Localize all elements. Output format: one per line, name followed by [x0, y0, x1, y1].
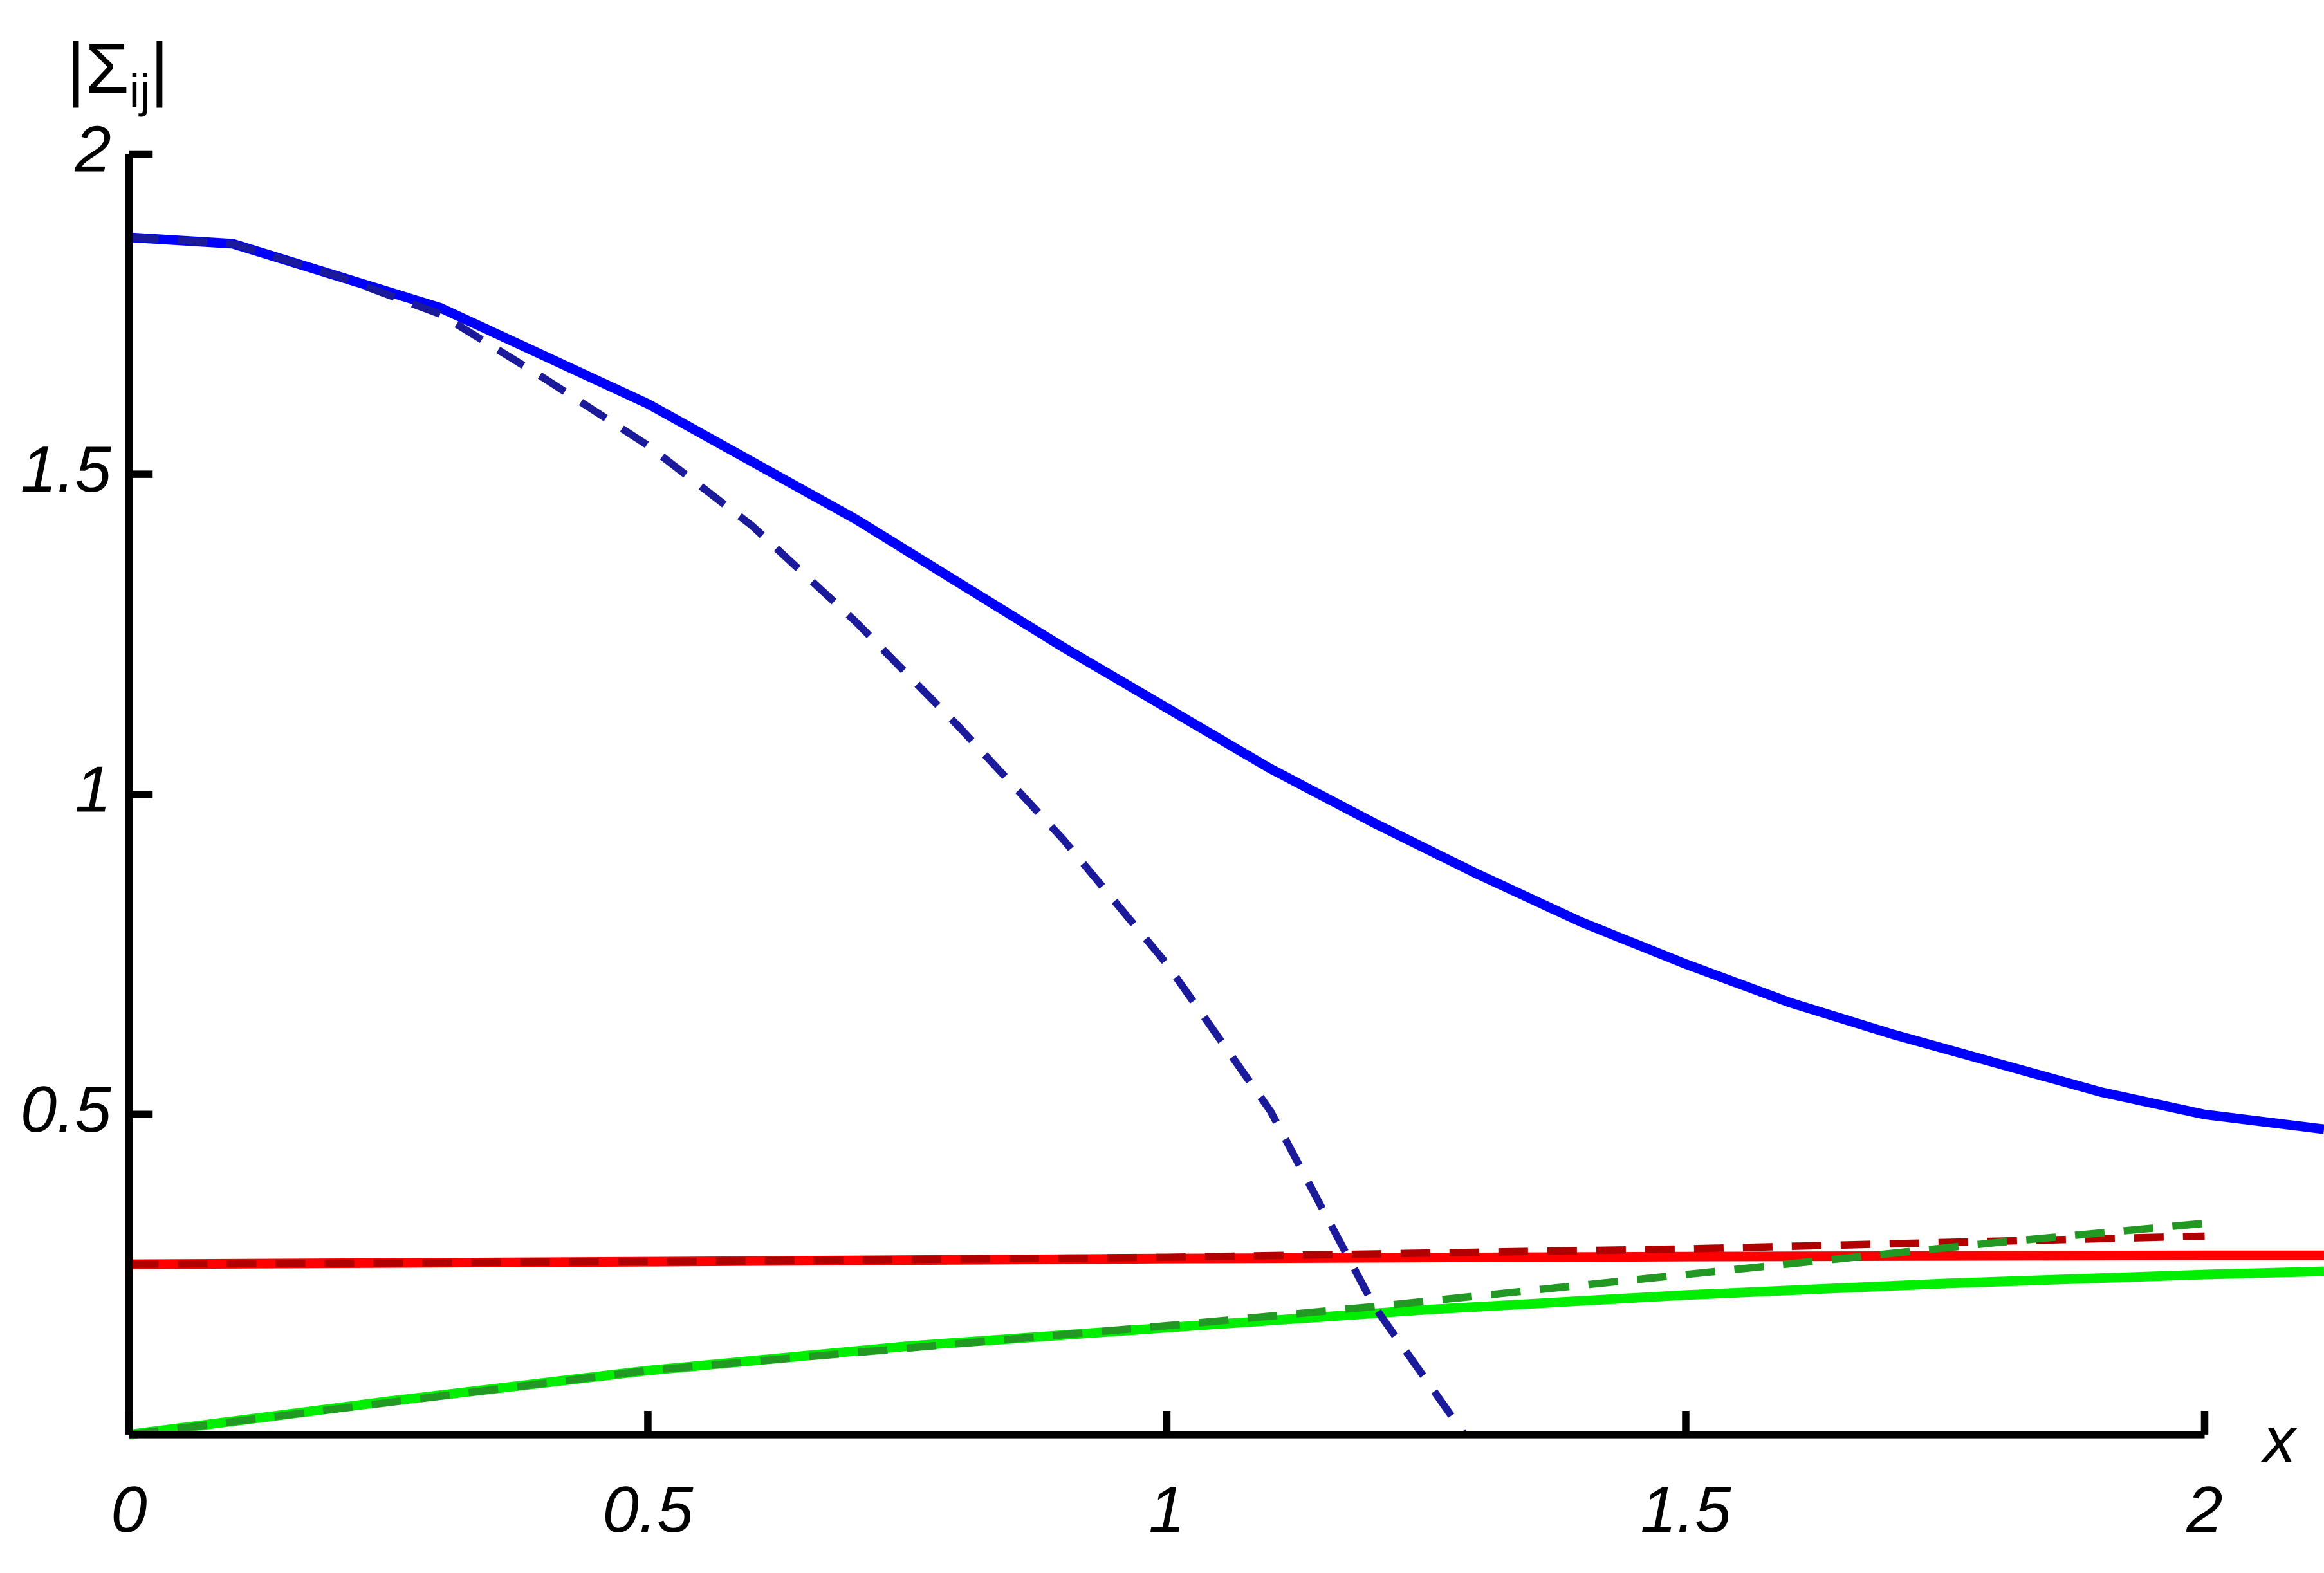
y-label-part: | — [150, 29, 169, 108]
x-tick-label: 0 — [111, 1473, 147, 1546]
y-tick-label: 1 — [75, 753, 111, 825]
y-axis-label: |Σij| — [67, 29, 169, 118]
x-tick-label: 0.5 — [602, 1473, 694, 1546]
series-line — [128, 1266, 2324, 1440]
x-tick-label: 1 — [1148, 1473, 1185, 1546]
series-line — [129, 1250, 2324, 1269]
series-line — [129, 1232, 2205, 1268]
x-tick-label: 2 — [2186, 1473, 2222, 1546]
x-tick-label: 1.5 — [1641, 1473, 1732, 1546]
series-line — [128, 232, 2324, 1134]
y-label-sub: ij — [129, 64, 151, 118]
y-label-part: |Σ — [67, 29, 129, 108]
series-line — [128, 1219, 2206, 1439]
y-tick-label: 0.5 — [21, 1073, 112, 1146]
x-axis-label: x — [2260, 1404, 2298, 1476]
y-tick-label: 1.5 — [21, 433, 112, 506]
y-tick-label: 2 — [74, 113, 111, 185]
